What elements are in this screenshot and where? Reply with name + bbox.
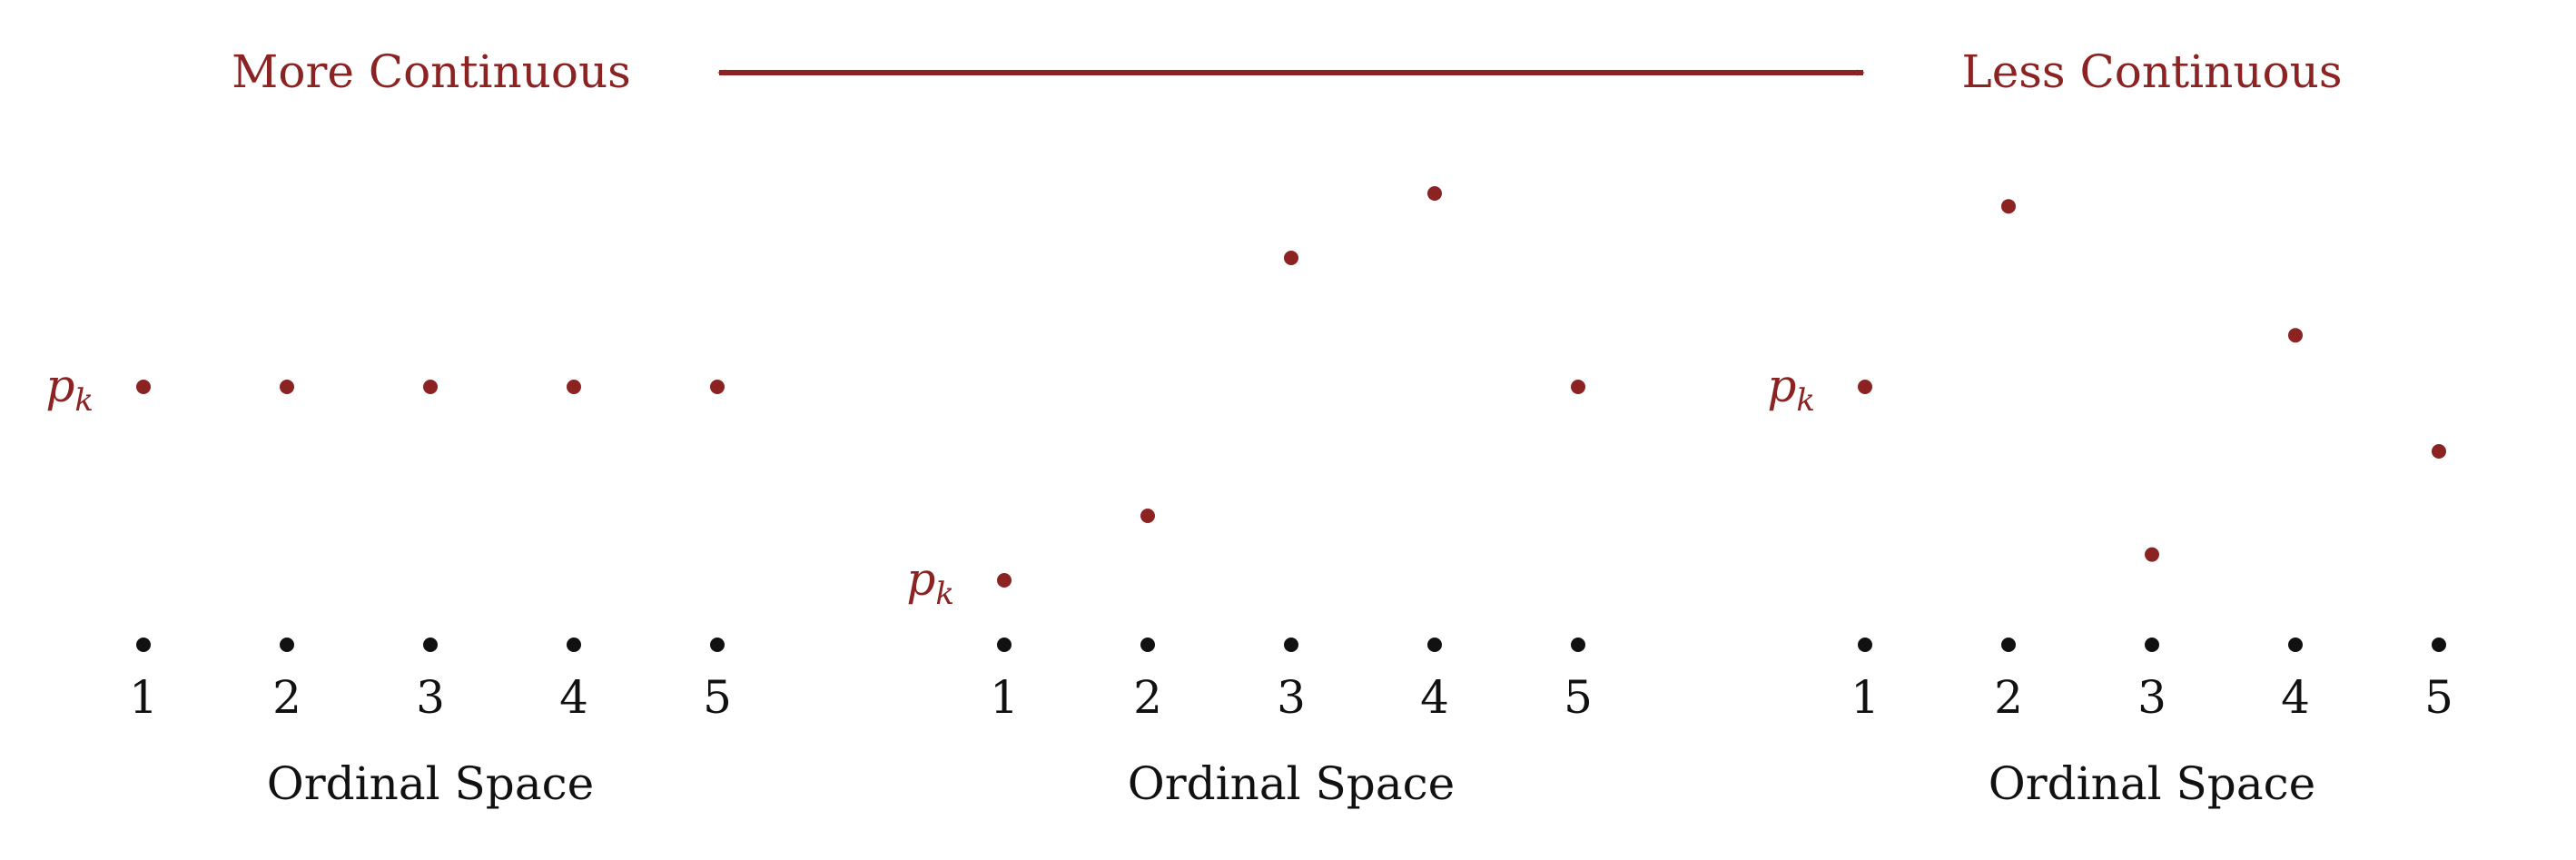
probability-point-2: [280, 380, 294, 394]
tick-label: 2: [1994, 671, 2023, 724]
tick-label: 4: [2281, 671, 2310, 724]
probability-point-1: [1858, 380, 1872, 394]
probability-point-3: [423, 380, 438, 394]
tick-label: 4: [1420, 671, 1449, 724]
probability-point-3: [1284, 251, 1298, 265]
probability-point-2: [2001, 199, 2016, 214]
panel-3: 1 2 3 4 5 pk Ordinal Space: [1767, 199, 2453, 810]
ordinal-space-label: Ordinal Space: [1989, 757, 2315, 810]
ordinal-point-2: [2001, 638, 2016, 652]
tick-label: 5: [1564, 671, 1593, 724]
pk-label: pk: [906, 553, 954, 612]
ordinal-point-4: [1427, 638, 1442, 652]
ordinal-space-label: Ordinal Space: [1128, 757, 1455, 810]
less-continuous-label: Less Continuous: [1961, 45, 2342, 98]
ordinal-point-2: [1140, 638, 1155, 652]
tick-label: 3: [2137, 671, 2166, 724]
tick-label: 3: [1277, 671, 1306, 724]
probability-point-2: [1140, 509, 1155, 523]
pk-label: pk: [45, 360, 94, 419]
ordinal-point-4: [2288, 638, 2303, 652]
probability-point-4: [1427, 186, 1442, 201]
tick-label: 2: [1133, 671, 1162, 724]
ordinal-point-5: [710, 638, 725, 652]
ordinal-space-label: Ordinal Space: [267, 757, 594, 810]
ordinal-point-5: [2432, 638, 2446, 652]
ordinal-point-3: [423, 638, 438, 652]
probability-point-1: [136, 380, 151, 394]
tick-label: 1: [990, 671, 1019, 724]
pk-label: pk: [1767, 360, 1815, 419]
tick-label: 5: [2424, 671, 2453, 724]
probability-point-5: [1571, 380, 1585, 394]
panel-2: 1 2 3 4 5 pk Ordinal Space: [906, 186, 1593, 810]
ordinal-point-3: [2145, 638, 2159, 652]
ordinal-point-1: [1858, 638, 1872, 652]
ordinal-point-1: [136, 638, 151, 652]
probability-point-4: [2288, 328, 2303, 343]
probability-point-4: [567, 380, 581, 394]
tick-label: 3: [416, 671, 445, 724]
tick-label: 1: [1851, 671, 1880, 724]
tick-label: 1: [129, 671, 158, 724]
ordinal-point-1: [997, 638, 1012, 652]
ordinal-point-5: [1571, 638, 1585, 652]
ordinal-point-2: [280, 638, 294, 652]
more-continuous-label: More Continuous: [232, 45, 631, 98]
probability-point-5: [2432, 444, 2446, 459]
probability-point-3: [2145, 547, 2159, 562]
probability-point-5: [710, 380, 725, 394]
ordinal-point-4: [567, 638, 581, 652]
tick-label: 4: [559, 671, 588, 724]
tick-label: 2: [272, 671, 301, 724]
panels: 1 2 3 4 5 pk Ordinal Space 1 2 3 4 5 pk Ordinal Space…: [45, 186, 2453, 810]
tick-label: 5: [703, 671, 732, 724]
panel-1: 1 2 3 4 5 pk Ordinal Space: [45, 360, 732, 810]
probability-point-1: [997, 573, 1012, 588]
ordinal-point-3: [1284, 638, 1298, 652]
